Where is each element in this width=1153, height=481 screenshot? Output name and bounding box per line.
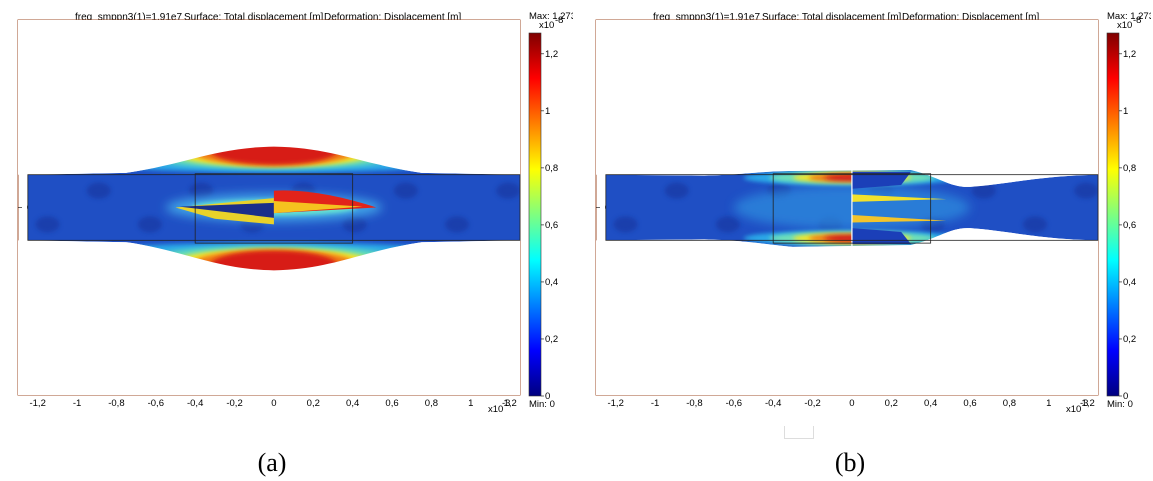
colorbar-tick-label: 1,2 xyxy=(545,49,558,60)
colorbar-tick-label: 0,8 xyxy=(1123,163,1136,174)
x-tick-label: 0,6 xyxy=(385,398,398,409)
x-tick-label: -0,4 xyxy=(765,398,781,409)
page-mark xyxy=(784,426,814,439)
plot-title-deformation: Deformation: Displacement [m] xyxy=(902,12,1039,23)
crack-upper-right xyxy=(851,194,947,202)
x-scale-label: x10 xyxy=(1066,404,1081,415)
x-tick-label: -0,6 xyxy=(148,398,164,409)
figure-panel-a: freq_smppn3(1)=1,91e7 Surface: Total disp… xyxy=(8,0,573,481)
x-tick-label: 1 xyxy=(468,398,473,409)
x-tick-label: 0,6 xyxy=(963,398,976,409)
colorbar-tick-label: 0,2 xyxy=(545,334,558,345)
colorbar-tick-label: 0,4 xyxy=(1123,277,1136,288)
x-tick-label: 0,2 xyxy=(307,398,320,409)
x-scale-label: x10 xyxy=(488,404,503,415)
caption-a: (a) xyxy=(257,448,287,477)
x-tick-label: -0,2 xyxy=(226,398,242,409)
colorbar-scale-exponent: -8 xyxy=(555,15,563,26)
colorbar-scale-label: x10 xyxy=(539,20,554,31)
colorbar-tick-label: 0 xyxy=(1123,391,1128,402)
x-tick-label: 0,4 xyxy=(924,398,937,409)
x-tick-label: -0,8 xyxy=(108,398,124,409)
colorbar-scale-label: x10 xyxy=(1117,20,1132,31)
colorbar-tick-label: 0,8 xyxy=(545,163,558,174)
x-tick-label: -0,6 xyxy=(726,398,742,409)
x-tick-label: -0,2 xyxy=(804,398,820,409)
x-tick-label: -1 xyxy=(73,398,81,409)
x-tick-label: 0,2 xyxy=(885,398,898,409)
x-tick-label: -1,2 xyxy=(29,398,45,409)
x-tick-label: -0,8 xyxy=(686,398,702,409)
plot-title-surface: Surface: Total displacement [m] xyxy=(184,12,324,23)
x-tick-label: 1,2 xyxy=(1082,398,1095,409)
caption-b: (b) xyxy=(834,448,866,477)
colorbar-max-label: Max: 1,273 xyxy=(1107,11,1151,22)
displacement-plot-b: freq_smppn3(1)=1,91e7 Surface: Total disp… xyxy=(595,11,1151,415)
colorbar-tick-label: 1 xyxy=(1123,106,1128,117)
colorbar-tick-label: 1,2 xyxy=(1123,49,1136,60)
displacement-field xyxy=(18,20,520,395)
x-tick-label: -0,4 xyxy=(187,398,203,409)
plot-title-deformation: Deformation: Displacement [m] xyxy=(324,12,461,23)
plot-title-parameter: freq_smppn3(1)=1,91e7 xyxy=(653,12,760,23)
x-tick-label: 1,2 xyxy=(504,398,517,409)
colorbar xyxy=(1106,32,1120,397)
colorbar-tick-label: 0,4 xyxy=(545,277,558,288)
colorbar-min-label: Min: 0 xyxy=(1107,399,1133,410)
colorbar-tick-label: 0,6 xyxy=(1123,220,1136,231)
plot-title-surface: Surface: Total displacement [m] xyxy=(762,12,902,23)
x-tick-label: 0 xyxy=(271,398,276,409)
displacement-plot-a: freq_smppn3(1)=1,91e7 Surface: Total disp… xyxy=(17,11,573,415)
colorbar-max-label: Max: 1,273 xyxy=(529,11,573,22)
colorbar-min-label: Min: 0 xyxy=(529,399,555,410)
figure-panel-b: freq_smppn3(1)=1,91e7 Surface: Total disp… xyxy=(586,0,1151,481)
colorbar-tick-label: 0 xyxy=(545,391,550,402)
x-tick-label: 1 xyxy=(1046,398,1051,409)
crack-lower-right xyxy=(851,215,947,223)
x-scale-exponent: -3 xyxy=(1080,398,1088,409)
x-tick-label: 0,8 xyxy=(1003,398,1016,409)
colorbar-tick-label: 0,2 xyxy=(1123,334,1136,345)
x-tick-label: 0 xyxy=(849,398,854,409)
colorbar-tick-label: 1 xyxy=(545,106,550,117)
colorbar xyxy=(528,32,542,397)
colorbar-tick-label: 0,6 xyxy=(545,220,558,231)
colorbar-scale-exponent: -8 xyxy=(1133,15,1141,26)
plot-title-parameter: freq_smppn3(1)=1,91e7 xyxy=(75,12,182,23)
x-scale-exponent: -3 xyxy=(502,398,510,409)
displacement-field xyxy=(596,20,1098,395)
undeformed-substrate-outline xyxy=(27,174,521,241)
x-tick-label: 0,4 xyxy=(346,398,359,409)
undeformed-electrode-outline xyxy=(772,173,932,244)
x-tick-label: 0,8 xyxy=(425,398,438,409)
undeformed-substrate-outline xyxy=(605,174,1099,241)
x-tick-label: -1 xyxy=(651,398,659,409)
x-tick-label: -1,2 xyxy=(607,398,623,409)
undeformed-electrode-outline xyxy=(194,173,354,244)
